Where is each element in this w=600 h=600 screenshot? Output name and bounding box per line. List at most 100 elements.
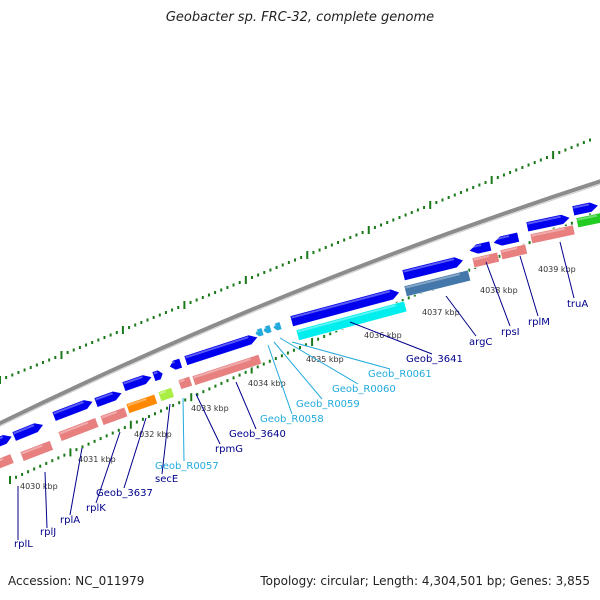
outer-tick: [244, 276, 247, 284]
inner-tick: [172, 403, 175, 407]
scale-label: 4035 kbp: [306, 355, 344, 364]
outer-tick: [386, 221, 389, 224]
outer-tick: [300, 256, 303, 259]
inner-tick: [202, 390, 205, 394]
outer-tick: [509, 171, 512, 174]
feature-box: [157, 387, 175, 402]
cds-arrow: [289, 288, 401, 327]
outer-tick: [0, 376, 1, 384]
inner-tick: [178, 401, 181, 405]
cds-arrow: [468, 240, 493, 255]
outer-tick: [416, 208, 419, 212]
inner-tick: [564, 224, 567, 228]
inner-tick: [305, 343, 308, 347]
inner-tick: [498, 254, 501, 258]
outer-tick: [478, 183, 481, 187]
scale-label: 4038 kbp: [480, 286, 518, 295]
feature-box: [403, 269, 472, 298]
scale-label: 4034 kbp: [248, 379, 286, 388]
gene-label: Geob_3637: [96, 488, 153, 499]
accession-text: Accession: NC_011979: [8, 574, 145, 588]
cds-arrow: [121, 374, 153, 392]
inner-tick: [311, 337, 314, 346]
gene-label: Geob_R0057: [155, 461, 219, 472]
gene-label-leader: [559, 241, 575, 299]
outer-tick: [263, 271, 266, 274]
outer-tick: [527, 163, 530, 167]
gene-label: Geob_R0058: [260, 414, 324, 425]
outer-tick: [238, 281, 241, 284]
inner-tick: [135, 420, 138, 424]
outer-tick: [91, 341, 94, 344]
inner-tick: [45, 461, 48, 465]
cds-arrow: [571, 201, 600, 217]
inner-tick: [317, 337, 320, 341]
outer-tick: [558, 151, 561, 154]
outer-tick: [85, 343, 88, 347]
outer-tick: [361, 231, 364, 234]
feature-box: [99, 406, 129, 426]
gene-label-leader: [123, 417, 147, 489]
gene-label: rplJ: [40, 527, 56, 538]
inner-tick: [232, 376, 235, 380]
outer-tick: [232, 283, 235, 287]
inner-tick: [286, 351, 289, 355]
inner-tick: [280, 354, 283, 358]
inner-tick: [401, 299, 404, 303]
outer-tick: [564, 148, 567, 152]
outer-tick: [318, 248, 321, 252]
cds-arrow: [93, 390, 123, 408]
scale-label: 4037 kbp: [422, 308, 460, 317]
outer-tick: [349, 236, 352, 239]
inner-tick: [93, 439, 96, 443]
outer-tick: [423, 206, 426, 209]
cds-arrow: [401, 256, 465, 282]
inner-tick: [323, 334, 326, 338]
gene-label-leader: [69, 447, 83, 516]
gene-label: rplA: [60, 515, 80, 526]
outer-tick: [121, 326, 124, 334]
gene-label: secE: [155, 474, 178, 485]
cds-arrow: [492, 231, 520, 247]
inner-tick: [413, 293, 416, 297]
feature-box: [529, 224, 576, 245]
outer-tick: [330, 243, 333, 247]
outer-tick: [447, 196, 450, 199]
inner-tick: [256, 365, 259, 369]
outer-tick: [226, 286, 229, 289]
outer-tick: [152, 316, 155, 319]
gene-label-leader: [95, 431, 121, 504]
inner-tick: [57, 456, 60, 460]
inner-tick: [184, 398, 187, 402]
outer-tick: [250, 276, 253, 279]
rna-arrow: [254, 327, 265, 338]
feature-box: [177, 375, 193, 390]
outer-tick: [48, 358, 51, 362]
inner-tick: [268, 359, 271, 363]
outer-tick: [398, 216, 401, 219]
feature-track: [0, 201, 600, 472]
outer-tick-row: [0, 138, 591, 384]
outer-tick: [533, 161, 536, 164]
inner-tick: [299, 346, 301, 349]
outer-tick: [582, 141, 585, 144]
outer-tick: [158, 313, 161, 317]
scale-label: 4036 kbp: [364, 331, 402, 340]
outer-tick: [66, 351, 69, 354]
outer-tick: [207, 293, 210, 297]
inner-tick: [335, 329, 338, 333]
inner-tick: [27, 470, 30, 474]
inner-tick: [51, 459, 54, 463]
outer-tick: [515, 168, 518, 172]
inner-tick: [244, 370, 247, 374]
inner-tick: [129, 420, 132, 429]
outer-tick: [183, 301, 186, 309]
inner-tick: [39, 464, 42, 468]
gene-label-leader: [267, 344, 293, 415]
gene-label-leader: [445, 295, 477, 337]
outer-tick: [466, 188, 469, 192]
outer-tick: [552, 151, 555, 159]
inner-tick: [15, 475, 18, 479]
gene-label: rplL: [14, 539, 33, 550]
inner-tick: [63, 453, 66, 457]
